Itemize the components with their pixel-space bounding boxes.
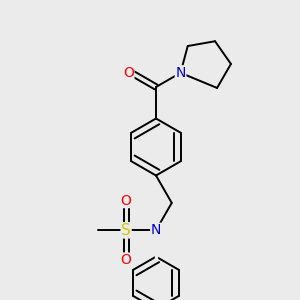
Text: O: O [121,253,131,267]
Text: N: N [176,66,186,80]
Text: S: S [121,223,131,238]
Text: N: N [151,223,161,237]
Text: O: O [121,194,131,208]
Text: O: O [123,66,134,80]
